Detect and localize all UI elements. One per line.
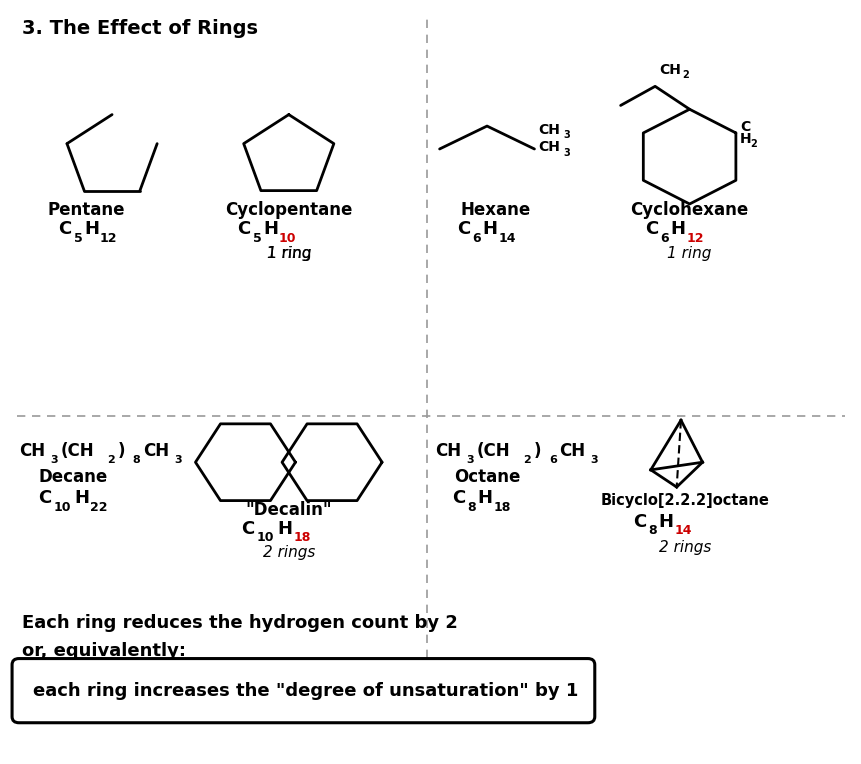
- Text: 6: 6: [660, 231, 668, 245]
- Text: Hexane: Hexane: [460, 201, 530, 219]
- Text: CH: CH: [559, 442, 585, 460]
- Text: 2: 2: [682, 70, 689, 80]
- Text: H: H: [670, 220, 684, 238]
- Text: 3: 3: [466, 455, 474, 465]
- Text: H: H: [74, 489, 89, 507]
- Text: Each ring reduces the hydrogen count by 2: Each ring reduces the hydrogen count by …: [22, 613, 457, 632]
- Text: 3. The Effect of Rings: 3. The Effect of Rings: [22, 19, 257, 38]
- Text: 1 ring: 1 ring: [266, 246, 311, 261]
- Text: 5: 5: [74, 231, 83, 245]
- Text: 6: 6: [548, 455, 556, 465]
- Text: 18: 18: [293, 531, 310, 545]
- Text: 1 ring: 1 ring: [666, 246, 711, 261]
- Text: H: H: [482, 220, 497, 238]
- Text: CH: CH: [143, 442, 169, 460]
- Text: 3: 3: [174, 455, 182, 465]
- Text: 3: 3: [50, 455, 58, 465]
- FancyBboxPatch shape: [12, 659, 594, 723]
- Text: Decane: Decane: [39, 468, 108, 487]
- Text: 14: 14: [498, 231, 515, 245]
- Text: CH: CH: [538, 123, 560, 137]
- Text: 2: 2: [523, 455, 530, 465]
- Text: ): ): [533, 442, 541, 460]
- Text: C: C: [456, 220, 469, 238]
- Text: Pentane: Pentane: [47, 201, 125, 219]
- Text: 5: 5: [252, 231, 261, 245]
- Text: or, equivalently:: or, equivalently:: [22, 642, 185, 660]
- Text: C: C: [59, 220, 71, 238]
- Text: "Decalin": "Decalin": [245, 501, 331, 520]
- Text: Cyclopentane: Cyclopentane: [225, 201, 352, 219]
- Text: C: C: [644, 220, 657, 238]
- Text: 6: 6: [472, 231, 480, 245]
- Text: H: H: [740, 132, 751, 146]
- Text: CH: CH: [435, 442, 461, 460]
- Text: (CH: (CH: [60, 442, 94, 460]
- Text: C: C: [740, 120, 750, 134]
- Text: 3: 3: [590, 455, 598, 465]
- Text: 12: 12: [685, 231, 703, 245]
- Text: 8: 8: [133, 455, 140, 465]
- Text: 3: 3: [563, 130, 570, 141]
- Text: Octane: Octane: [453, 468, 520, 487]
- Text: (CH: (CH: [476, 442, 510, 460]
- Text: 22: 22: [90, 500, 107, 514]
- Text: 18: 18: [492, 500, 510, 514]
- Text: H: H: [477, 489, 492, 507]
- Text: CH: CH: [659, 63, 680, 76]
- Text: H: H: [263, 220, 277, 238]
- Text: Bicyclo[2.2.2]octane: Bicyclo[2.2.2]octane: [600, 493, 769, 508]
- Text: CH: CH: [538, 141, 560, 154]
- Text: 14: 14: [673, 524, 691, 538]
- Text: 8: 8: [647, 524, 656, 538]
- Text: 1 ring: 1 ring: [266, 246, 311, 261]
- Text: 10: 10: [257, 531, 274, 545]
- Text: C: C: [451, 489, 464, 507]
- Text: CH: CH: [19, 442, 45, 460]
- Text: ): ): [117, 442, 125, 460]
- Text: 2: 2: [750, 139, 757, 150]
- Text: 3: 3: [563, 147, 570, 158]
- Text: C: C: [237, 220, 250, 238]
- Text: 10: 10: [53, 500, 71, 514]
- Text: 8: 8: [467, 500, 475, 514]
- Text: 2 rings: 2 rings: [263, 545, 314, 560]
- Text: C: C: [632, 513, 645, 531]
- Text: each ring increases the "degree of unsaturation" by 1: each ring increases the "degree of unsat…: [33, 681, 578, 700]
- Text: Cyclohexane: Cyclohexane: [629, 201, 748, 219]
- Text: 2: 2: [107, 455, 115, 465]
- Text: 2 rings: 2 rings: [659, 540, 710, 555]
- Text: H: H: [277, 520, 292, 538]
- Text: H: H: [84, 220, 99, 238]
- Text: 10: 10: [278, 231, 295, 245]
- Text: 12: 12: [100, 231, 117, 245]
- Text: H: H: [658, 513, 672, 531]
- Text: C: C: [38, 489, 51, 507]
- Text: C: C: [241, 520, 254, 538]
